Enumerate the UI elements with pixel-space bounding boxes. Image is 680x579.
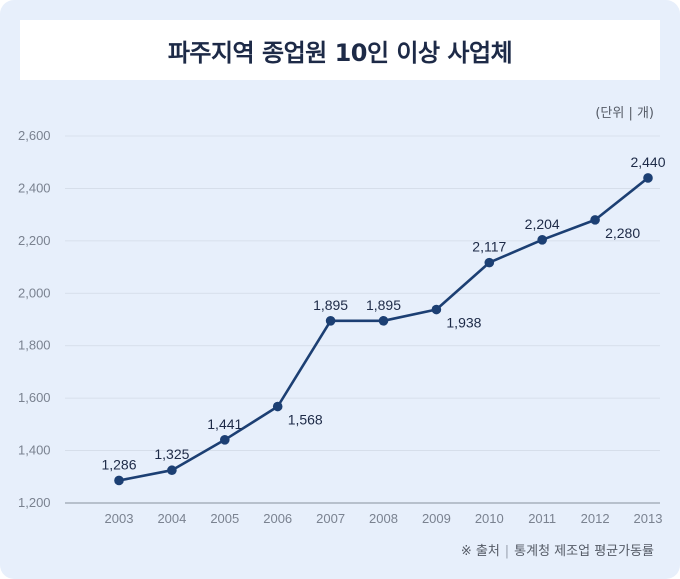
data-point [272, 401, 283, 412]
x-tick-label: 2012 [581, 511, 610, 526]
y-tick-label: 2,600 [18, 128, 51, 143]
y-tick-label: 1,400 [18, 443, 51, 458]
data-label: 1,441 [207, 416, 242, 432]
data-label: 1,568 [288, 412, 323, 428]
data-label: 1,325 [154, 446, 189, 462]
data-point [484, 257, 495, 268]
x-tick-label: 2009 [422, 511, 451, 526]
series-line [117, 176, 650, 482]
data-label: 2,117 [472, 239, 506, 255]
data-label: 1,895 [313, 297, 348, 313]
x-tick-label: 2005 [210, 511, 239, 526]
y-tick-label: 1,800 [18, 338, 51, 353]
data-labels: 1,286 1,325 1,441 1,568 1,895 1,895 1,938 2,117… [101, 154, 665, 473]
data-label: 1,938 [446, 315, 481, 331]
x-tick-label: 2004 [157, 511, 186, 526]
x-axis-ticks: 2003 2004 2005 2006 2007 2008 2009 2010 2011 2012… [105, 511, 663, 526]
chart-title: 파주지역 종업원 10인 이상 사업체 [167, 38, 513, 67]
data-label: 2,440 [630, 154, 665, 170]
y-tick-label: 2,400 [18, 180, 51, 195]
data-label: 2,204 [525, 216, 560, 232]
data-point [643, 173, 653, 183]
data-label: 2,280 [605, 225, 640, 241]
x-tick-label: 2011 [528, 511, 556, 526]
data-point [220, 435, 230, 445]
grid-lines [65, 135, 660, 504]
data-label: 1,895 [366, 297, 401, 313]
x-tick-label: 2008 [369, 511, 398, 526]
data-point [114, 475, 124, 486]
series-line-group [117, 176, 650, 482]
x-tick-label: 2010 [475, 511, 504, 526]
data-points [114, 173, 653, 486]
y-axis-ticks: 1,200 1,400 1,600 1,800 2,000 2,200 2,400 2,600 [18, 128, 51, 510]
x-tick-label: 2006 [263, 511, 292, 526]
source-text: 통계청 제조업 평균가동률 [514, 544, 654, 559]
unit-label: (단위 | 개) [595, 106, 654, 121]
data-point [590, 215, 600, 225]
x-tick-label: 2013 [634, 511, 663, 526]
title-banner: 파주지역 종업원 10인 이상 사업체 [20, 20, 660, 80]
data-point [167, 465, 177, 476]
y-tick-label: 2,000 [18, 285, 51, 300]
source-prefix: ※ 출처 [460, 544, 500, 559]
y-tick-label: 2,200 [18, 233, 51, 248]
data-point [431, 304, 442, 315]
x-tick-label: 2003 [105, 511, 134, 526]
data-label: 1,286 [101, 456, 136, 472]
data-point [325, 316, 336, 326]
y-tick-label: 1,600 [18, 390, 51, 405]
source-note: ※ 출처 | 통계청 제조업 평균가동률 [461, 540, 654, 559]
y-tick-label: 1,200 [18, 495, 51, 510]
source-divider: | [504, 544, 510, 559]
data-point [537, 235, 547, 245]
data-point [378, 316, 389, 326]
x-tick-label: 2007 [316, 511, 345, 526]
